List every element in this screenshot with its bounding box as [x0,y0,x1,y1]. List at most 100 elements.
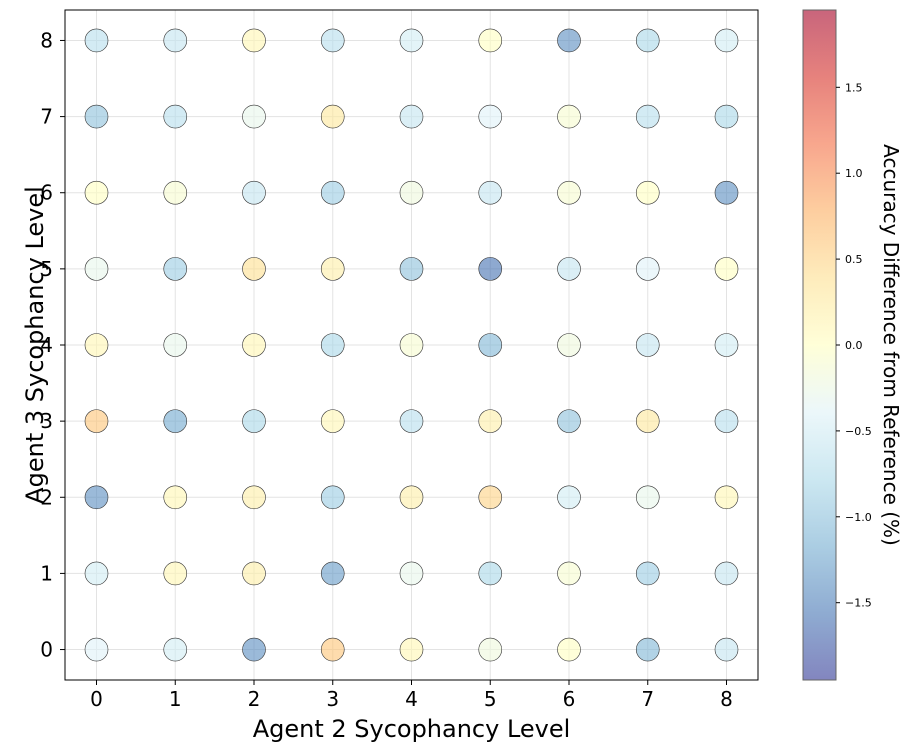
scatter-point [478,180,503,205]
scatter-point [399,561,424,586]
scatter-point [84,28,109,53]
scatter-point [320,104,345,129]
scatter-point [478,104,503,129]
scatter-point [163,28,188,53]
colorbar-tick-label: −0.5 [845,425,872,438]
scatter-point [478,637,503,662]
scatter-point [478,333,503,357]
scatter-point [163,561,188,586]
scatter-point [714,104,739,129]
scatter-point [635,333,660,357]
x-tick-label: 7 [641,687,654,711]
scatter-point [714,333,739,357]
scatter-point [242,28,266,53]
scatter-point [399,333,424,357]
x-tick-label: 2 [248,687,261,711]
scatter-point [635,28,660,53]
x-tick-label: 4 [405,687,418,711]
scatter-point [84,333,109,357]
scatter-point [320,180,345,205]
colorbar-tick-label: −1.0 [845,511,872,524]
y-tick-label: 2 [40,485,53,509]
scatter-point [557,28,581,53]
scatter-point [242,104,266,129]
colorbar [802,9,837,681]
scatter-point [399,104,424,129]
scatter-point [320,485,345,510]
scatter-point [320,409,345,433]
colorbar-tick-label: −1.5 [845,597,872,610]
scatter-point [635,104,660,129]
scatter-point [242,561,266,586]
scatter-point [163,104,188,129]
scatter-point [478,28,503,53]
x-tick-label: 3 [326,687,339,711]
scatter-point [399,637,424,662]
scatter-point [84,104,109,129]
x-axis-ticks: 0 1 2 3 4 5 6 7 8 [90,680,733,711]
y-axis-ticks: 0 1 2 3 4 5 6 7 8 [40,28,65,662]
scatter-point [557,257,581,281]
scatter-point [242,485,266,510]
scatter-point [478,409,503,433]
y-tick-label: 8 [40,28,53,52]
scatter-point [163,409,188,433]
scatter-point [557,637,581,662]
x-tick-label: 6 [563,687,576,711]
x-tick-label: 5 [484,687,497,711]
scatter-point [635,257,660,281]
scatter-point [635,180,660,205]
scatter-point [635,485,660,510]
scatter-point [399,180,424,205]
scatter-points [84,28,739,662]
scatter-point [163,257,188,281]
x-axis-label: Agent 2 Sycophancy Level [253,715,571,743]
scatter-point [557,485,581,510]
scatter-point [478,561,503,586]
y-tick-label: 7 [40,105,53,129]
scatter-point [399,485,424,510]
scatter-point [714,637,739,662]
scatter-point [557,333,581,357]
scatter-point [714,257,739,281]
scatter-point [557,104,581,129]
y-tick-label: 1 [40,561,53,585]
scatter-point [320,28,345,53]
scatter-point [635,561,660,586]
scatter-point [714,409,739,433]
scatter-point [84,409,109,433]
scatter-point [242,637,266,662]
x-tick-label: 1 [169,687,182,711]
scatter-point [84,257,109,281]
scatter-point [714,561,739,586]
scatter-point [84,180,109,205]
scatter-point [714,485,739,510]
scatter-point [163,637,188,662]
scatter-point [478,257,503,281]
scatter-point [635,409,660,433]
scatter-point [399,28,424,53]
scatter-point [163,485,188,510]
scatter-point [557,561,581,586]
scatter-point [399,409,424,433]
colorbar-tick-label: 1.5 [845,81,863,94]
x-tick-label: 0 [90,687,103,711]
scatter-point [242,180,266,205]
y-tick-label: 3 [40,409,53,433]
scatter-point [320,561,345,586]
scatter-point [557,409,581,433]
scatter-point [399,257,424,281]
scatter-point [478,485,503,510]
scatter-point [635,637,660,662]
scatter-point [557,180,581,205]
scatter-point [84,485,109,510]
colorbar-tick-label: 1.0 [845,167,863,180]
scatter-point [320,257,345,281]
colorbar-tick-label: 0.5 [845,253,863,266]
colorbar-ticks: 1.5 1.0 0.5 0.0 −0.5 −1.0 −1.5 [836,81,872,610]
scatter-point [714,180,739,205]
y-axis-label: Agent 3 Sycophancy Level [21,186,49,504]
y-tick-label: 0 [40,638,53,662]
y-tick-label: 5 [40,257,53,281]
